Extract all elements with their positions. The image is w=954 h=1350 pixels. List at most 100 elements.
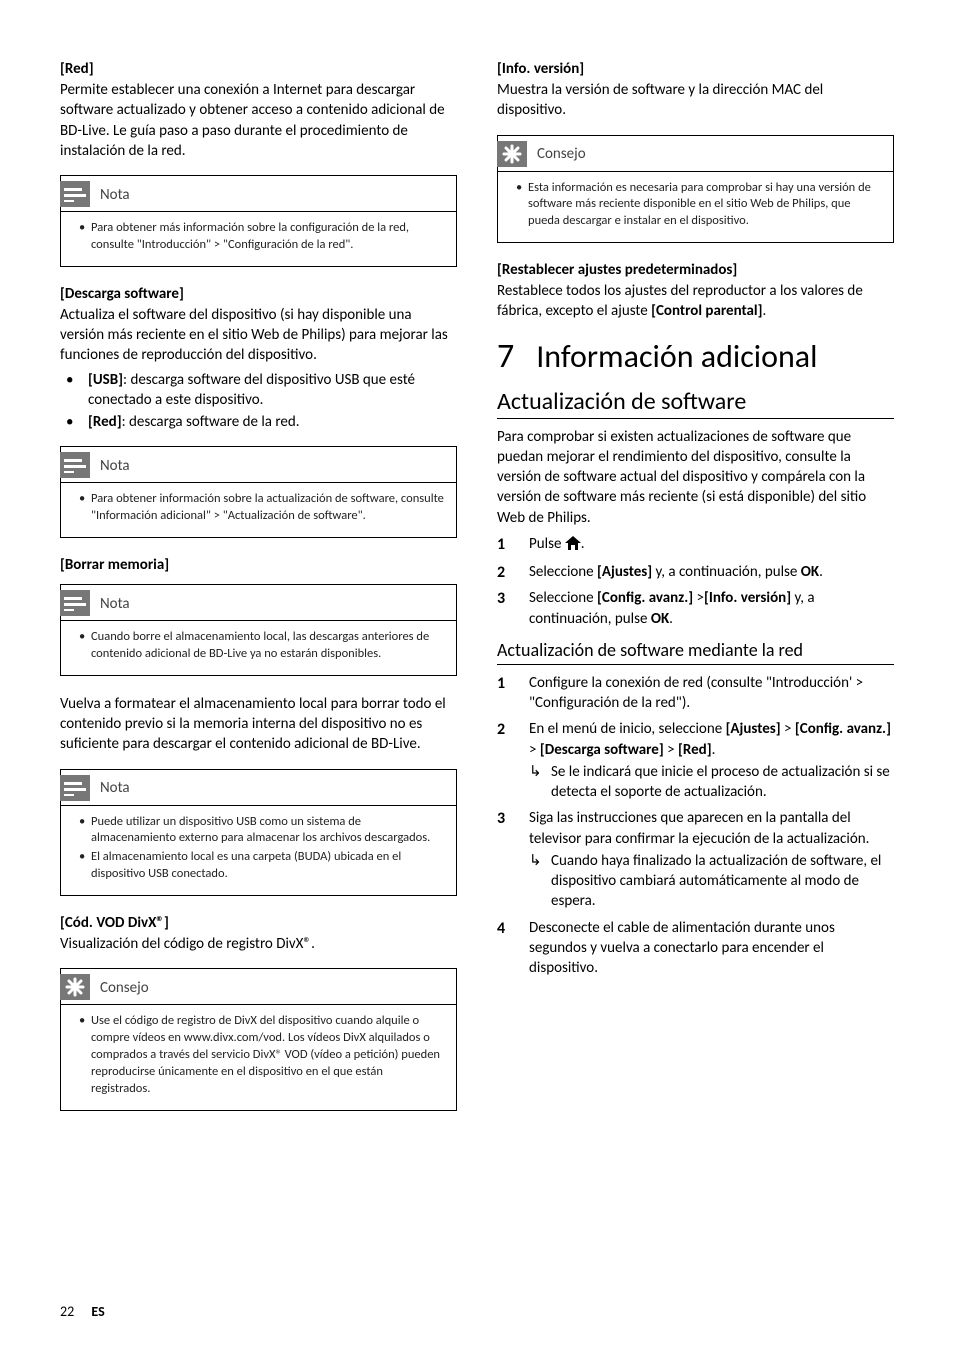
text-bold: [Config. avanz.] [795,720,891,738]
heading-borrar: [Borrar memoria] [60,556,457,574]
note-item: Para obtener información sobre la actual… [79,491,444,525]
item-text: : descarga software de la red. [122,413,300,431]
right-column: [Info. versión] Muestra la versión de so… [497,60,894,1129]
body-red: Permite establecer una conexión a Intern… [60,80,457,161]
note-icon [60,181,90,207]
step-result: Cuando haya finalizado la actualización … [529,851,894,912]
step: Desconecte el cable de alimentación dura… [497,918,894,979]
text: En el menú de inicio, seleccione [529,720,726,738]
body-divx: Visualización del código de registro Div… [60,934,457,954]
note-label: Nota [100,186,130,204]
step: Seleccione [Config. avanz.] >[Info. vers… [497,588,894,629]
left-column: [Red] Permite establecer una conexión a … [60,60,457,1129]
list-item: [USB]: descarga software del dispositivo… [60,370,457,411]
heading-divx: [Cód. VOD DivX®] [60,914,457,932]
text: . [712,741,716,759]
note-label: Nota [100,779,130,797]
note-body: Para obtener más información sobre la co… [61,211,456,266]
note-item: Puede utilizar un dispositivo USB como u… [79,814,444,848]
text: Siga las instrucciones que aparecen en l… [529,809,869,847]
text: . [819,563,823,581]
list-item: [Red]: descarga software de la red. [60,412,457,432]
item-label: [Red] [88,413,122,431]
tip-body: Use el código de registro de DivX del di… [61,1004,456,1109]
note-box-usb: Nota Puede utilizar un dispositivo USB c… [60,769,457,897]
text-bold: [Ajustes] [726,720,781,738]
note-body: Cuando borre el almacenamiento local, la… [61,620,456,675]
step: Pulse . [497,534,894,556]
body-restab: Restablece todos los ajustes del reprodu… [497,281,894,322]
note-header: Nota [61,585,456,620]
step: Siga las instrucciones que aparecen en l… [497,808,894,911]
text-bold: [Ajustes] [597,563,652,581]
text-bold: [Red] [678,741,712,759]
language-code: ES [91,1303,104,1320]
tip-body: Esta información es necesaria para compr… [498,171,893,243]
text: > [693,589,704,607]
note-box-descarga: Nota Para obtener información sobre la a… [60,446,457,538]
text-bold: [Control parental] [651,302,762,320]
text-bold: [Descarga software] [540,741,664,759]
text-bold: OK [651,610,669,628]
text: > [781,720,795,738]
body-info: Muestra la versión de software y la dire… [497,80,894,121]
text: Seleccione [529,589,597,607]
body-borrar: Vuelva a formatear el almacenamiento loc… [60,694,457,755]
tip-header: Consejo [61,969,456,1004]
text: Pulse [529,535,565,553]
step-result: Se le indicará que inicie el proceso de … [529,762,894,803]
chapter-heading: 7 Información adicional [497,336,894,377]
steps-check-version: Pulse . Seleccione [Ajustes] y, a contin… [497,534,894,629]
heading-descarga: [Descarga software] [60,285,457,303]
asterisk-icon [60,974,90,1000]
body-descarga: Actualiza el software del dispositivo (s… [60,305,457,366]
note-icon [60,452,90,478]
note-label: Nota [100,457,130,475]
section-heading: Actualización de software [497,387,894,419]
asterisk-icon [497,141,527,167]
note-item: Cuando borre el almacenamiento local, la… [79,629,444,663]
chapter-title: Información adicional [536,337,817,376]
tip-item: Use el código de registro de DivX del di… [79,1013,444,1097]
heading-restab: [Restablecer ajustes predeterminados] [497,261,894,279]
text: . [669,610,673,628]
descarga-list: [USB]: descarga software del dispositivo… [60,370,457,433]
note-item: Para obtener más información sobre la co… [79,220,444,254]
tip-box-info: Consejo Esta información es necesaria pa… [497,135,894,244]
subsection-heading: Actualización de software mediante la re… [497,639,894,665]
note-icon [60,775,90,801]
note-label: Nota [100,595,130,613]
note-body: Para obtener información sobre la actual… [61,482,456,537]
note-header: Nota [61,176,456,211]
tip-label: Consejo [100,979,149,997]
text: . [763,302,767,320]
note-box-red: Nota Para obtener más información sobre … [60,175,457,267]
text-bold: OK [801,563,819,581]
tip-header: Consejo [498,136,893,171]
heading-info: [Info. versión] [497,60,894,78]
step: En el menú de inicio, seleccione [Ajuste… [497,719,894,802]
text: . [581,535,585,553]
note-item: El almacenamiento local es una carpeta (… [79,849,444,883]
note-icon [60,590,90,616]
text-bold: [Config. avanz.] [597,589,693,607]
note-body: Puede utilizar un dispositivo USB como u… [61,805,456,896]
text-bold: [Info. versión] [704,589,791,607]
step: Configure la conexión de red (consulte "… [497,673,894,714]
text: y, a continuación, pulse [652,563,801,581]
tip-box-divx: Consejo Use el código de registro de Div… [60,968,457,1110]
steps-network-update: Configure la conexión de red (consulte "… [497,673,894,979]
page-columns: [Red] Permite establecer una conexión a … [60,60,894,1129]
home-icon [565,536,581,556]
tip-label: Consejo [537,145,586,163]
page-footer: 22 ES [60,1303,105,1320]
text: > [664,741,678,759]
note-box-borrar: Nota Cuando borre el almacenamiento loca… [60,584,457,676]
section-body: Para comprobar si existen actualizacione… [497,427,894,528]
heading-red: [Red] [60,60,457,78]
tip-item: Esta información es necesaria para compr… [516,180,881,231]
text: Seleccione [529,563,597,581]
item-text: : descarga software del dispositivo USB … [88,371,415,409]
chapter-number: 7 [497,336,514,377]
text: > [529,741,540,759]
